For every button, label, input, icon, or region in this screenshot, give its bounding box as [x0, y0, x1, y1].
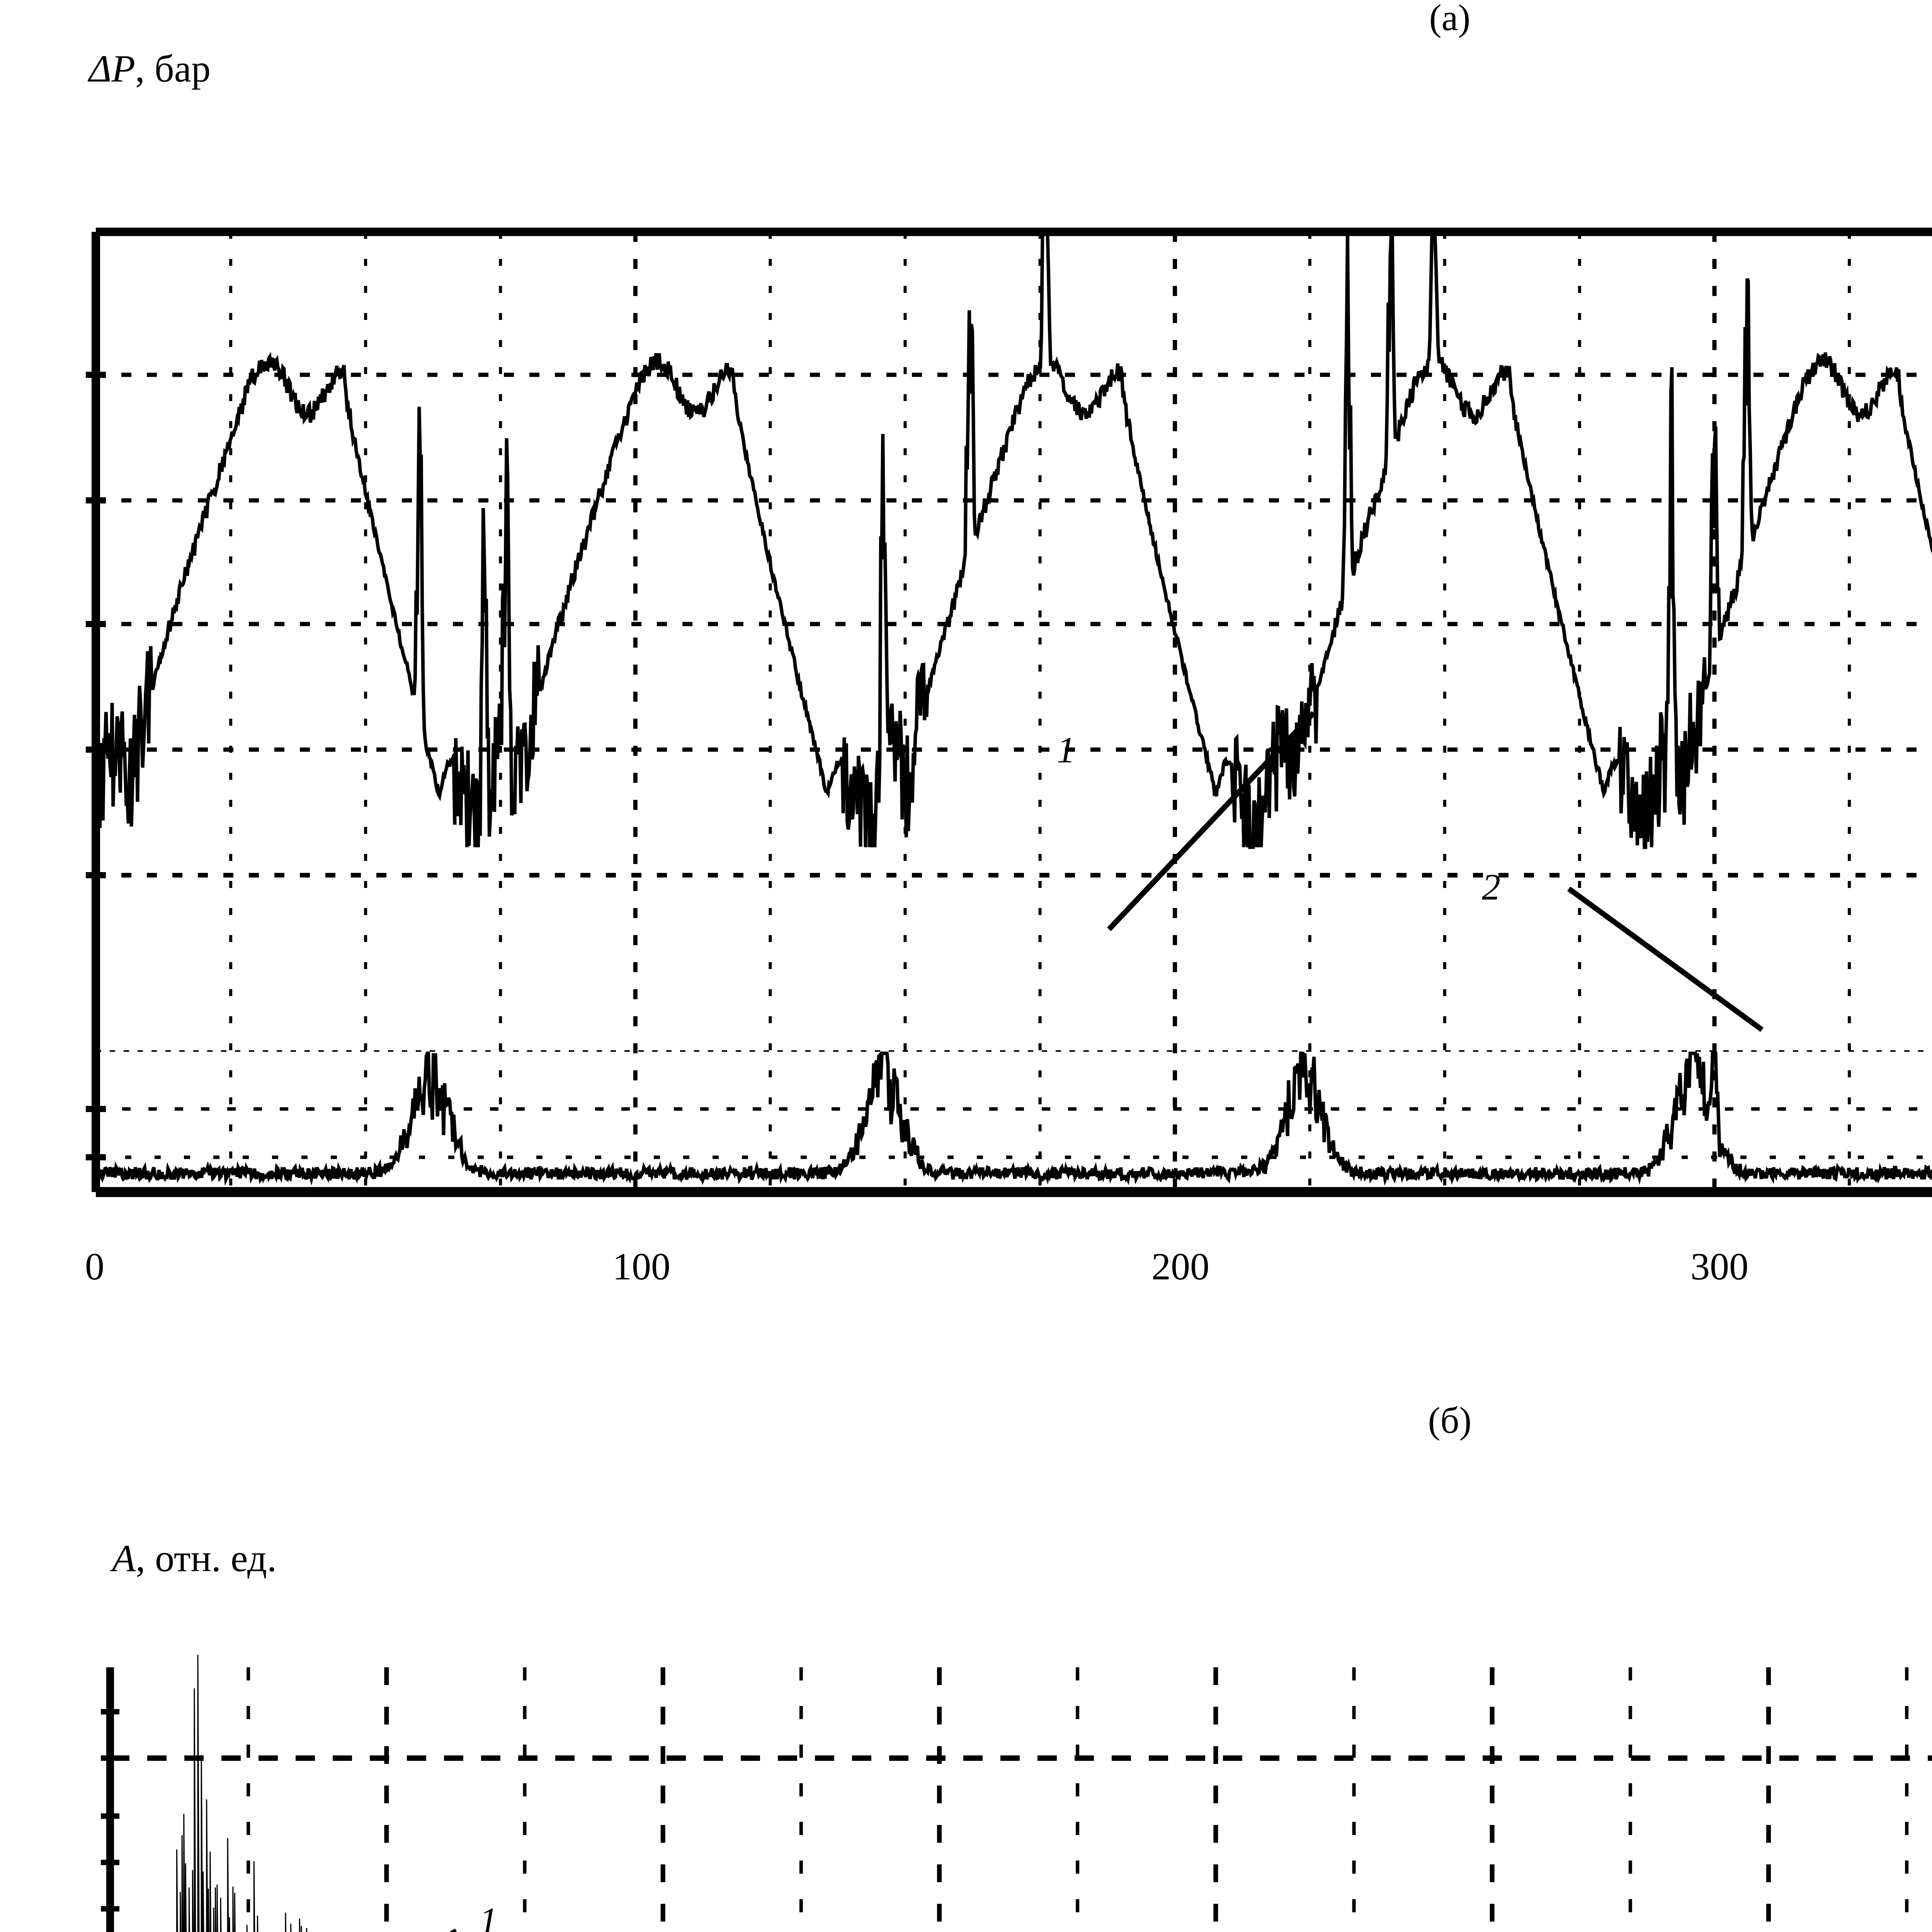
panel-b-curve-1-label: 1 [479, 1900, 498, 1932]
panel-b-ylabel: A, отн. ед. [112, 1537, 277, 1580]
panel-a-caption: (a) [1429, 0, 1471, 38]
panel-a-plot [86, 228, 1932, 1197]
panel-b-caption: (б) [1428, 1400, 1472, 1441]
panel-a-curve-2-label: 2 [1482, 866, 1500, 908]
panel-a-xtick-300: 300 [1690, 1245, 1748, 1288]
panel-a-xtick-100: 100 [612, 1245, 670, 1288]
panel-a-xtick-200: 200 [1151, 1245, 1209, 1288]
panel-b-plot [101, 1655, 1932, 1932]
panel-a-curve-1-label: 1 [1057, 729, 1075, 770]
panel-a-xtick-0: 0 [85, 1245, 104, 1288]
panel-a-ylabel: ΔP, бар [89, 47, 211, 90]
